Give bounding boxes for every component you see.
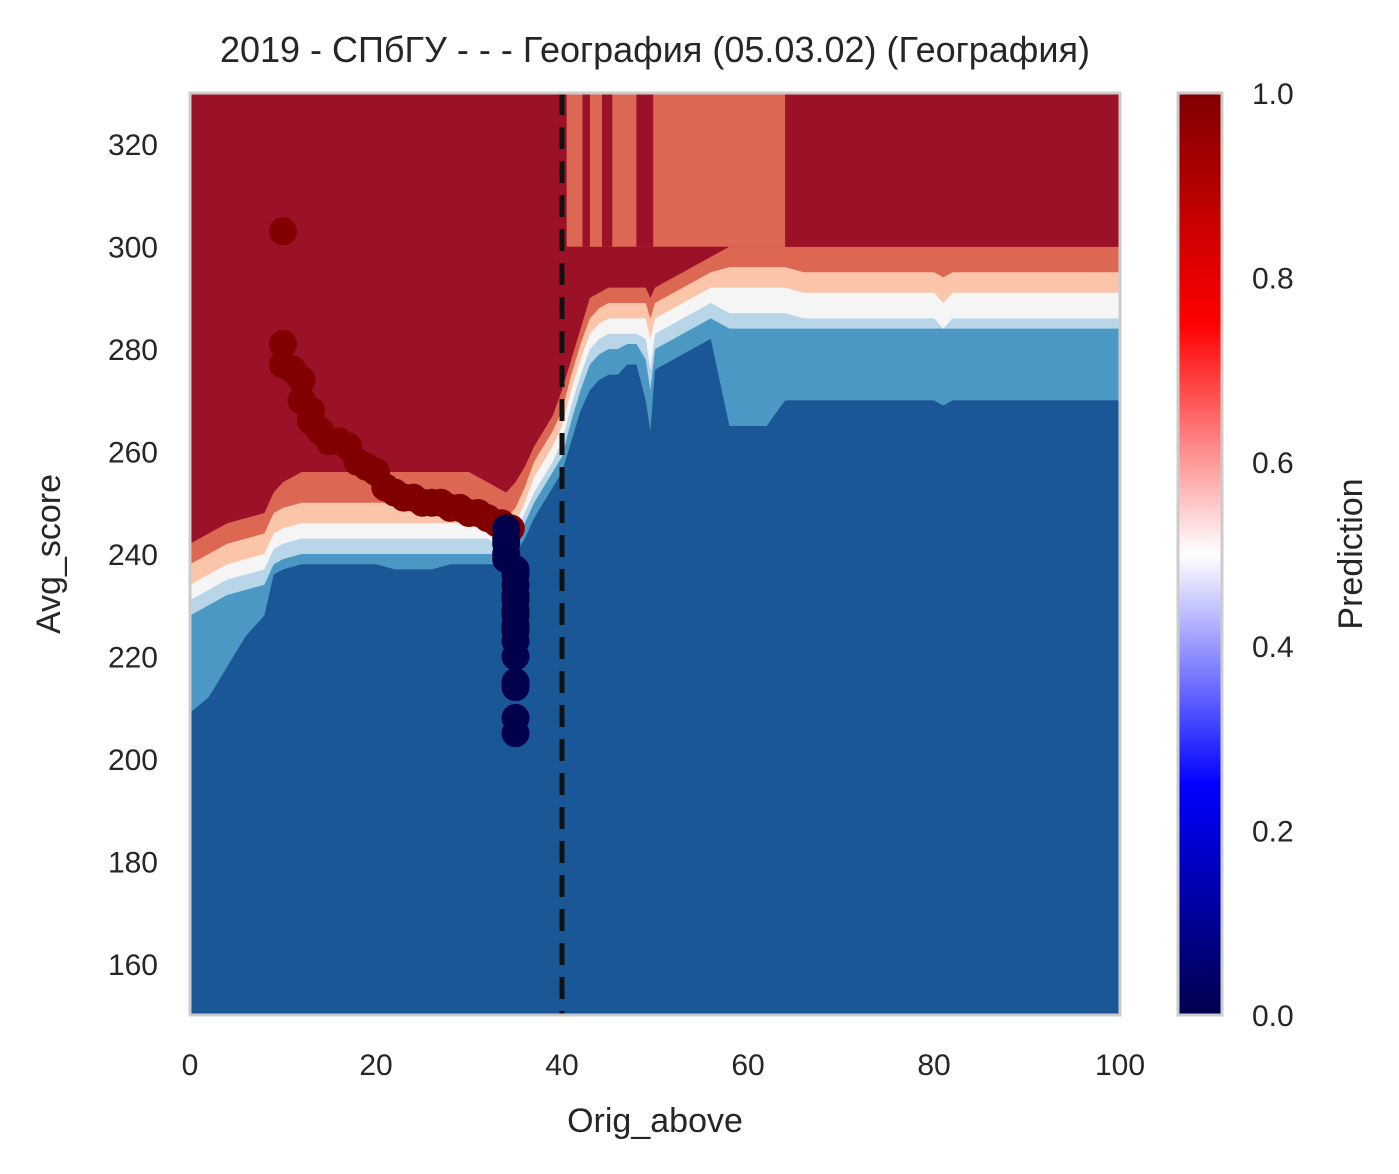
- colorbar-tick-label: 1.0: [1252, 78, 1294, 111]
- plot-area: [190, 93, 1120, 1015]
- scatter-point-negative: [501, 719, 530, 748]
- scatter-points: [269, 217, 530, 748]
- y-tick-label: 280: [108, 334, 158, 367]
- y-tick-label: 260: [108, 437, 158, 470]
- contour-fills: [190, 93, 1120, 1015]
- y-tick-label: 200: [108, 744, 158, 777]
- colorbar-gradient: [1176, 91, 1224, 1017]
- colorbar-ticks: 0.0 0.2 0.4 0.6 0.8 1.0: [1252, 78, 1294, 1033]
- scatter-point-negative: [501, 642, 530, 671]
- contour-channel: [601, 93, 613, 247]
- colorbar-tick-label: 0.8: [1252, 262, 1294, 295]
- y-tick-label: 240: [108, 539, 158, 572]
- scatter-point-positive: [269, 217, 297, 246]
- colorbar-tick-label: 0.4: [1252, 631, 1294, 664]
- x-tick-label: 100: [1095, 1049, 1145, 1082]
- x-axis-label: Orig_above: [567, 1102, 743, 1140]
- contour-channel: [566, 93, 786, 247]
- colorbar-tick-label: 0.0: [1252, 1000, 1294, 1033]
- chart-title: 2019 - СПбГУ - - - География (05.03.02) …: [220, 29, 1090, 70]
- y-tick-label: 220: [108, 641, 158, 674]
- contour-channel: [785, 93, 1120, 247]
- contour-channel: [636, 93, 654, 247]
- scatter-point-negative: [501, 673, 530, 702]
- contour-channel: [582, 93, 590, 247]
- y-tick-label: 180: [108, 846, 158, 879]
- colorbar-label: Prediction: [1332, 478, 1370, 629]
- scatter-point-positive: [269, 329, 297, 358]
- colorbar: 0.0 0.2 0.4 0.6 0.8 1.0 Prediction: [1176, 78, 1370, 1033]
- x-tick-label: 20: [359, 1049, 392, 1082]
- y-tick-label: 160: [108, 949, 158, 982]
- x-tick-label: 60: [731, 1049, 764, 1082]
- y-axis-ticks: 160 180 200 220 240 260 280 300 320: [108, 129, 158, 982]
- x-tick-label: 40: [545, 1049, 578, 1082]
- x-axis-ticks: 0 20 40 60 80 100: [182, 1049, 1145, 1082]
- x-tick-label: 0: [182, 1049, 199, 1082]
- y-axis-label: Avg_score: [30, 474, 68, 634]
- x-tick-label: 80: [917, 1049, 950, 1082]
- colorbar-tick-label: 0.6: [1252, 447, 1294, 480]
- plot-frame: [188, 91, 1122, 1017]
- y-tick-label: 320: [108, 129, 158, 162]
- scatter-point-positive: [287, 365, 316, 394]
- colorbar-tick-label: 0.2: [1252, 816, 1294, 849]
- y-tick-label: 300: [108, 232, 158, 265]
